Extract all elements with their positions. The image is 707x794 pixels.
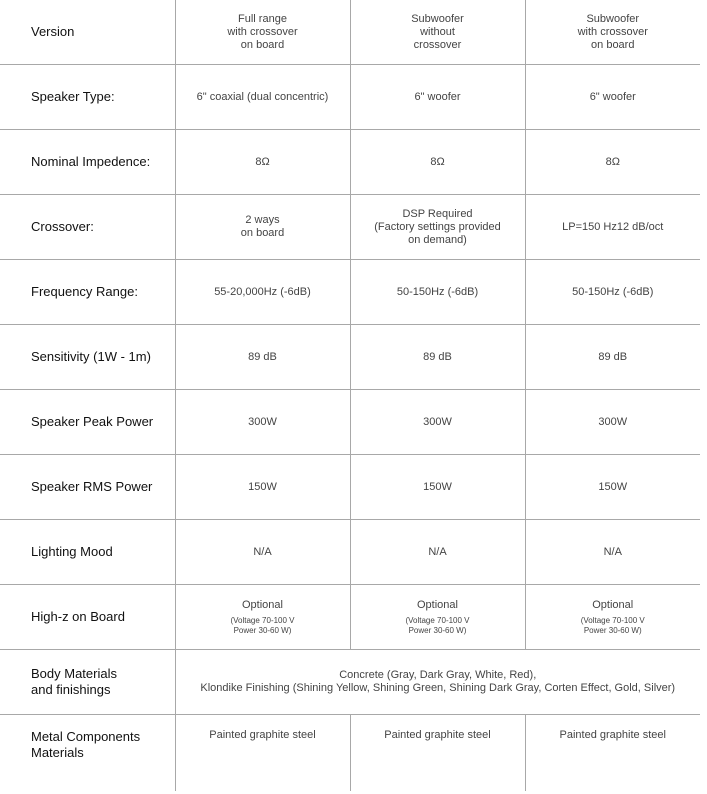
version-header: Subwoofer without crossover — [349, 0, 526, 65]
cell-value: 8Ω — [605, 155, 620, 168]
cell-value: Optional — [417, 598, 458, 611]
cell-value: 150W — [598, 480, 628, 493]
table-row: Body Materials and finishings Concrete (G… — [0, 649, 700, 715]
cell-note: (Voltage 70-100 V Power 30-60 W) — [405, 615, 470, 635]
table-row: Lighting Mood N/A N/A N/A — [0, 519, 700, 585]
value-cell: DSP Required (Factory settings provided … — [349, 194, 526, 260]
value-cell: LP=150 Hz12 dB/oct — [524, 194, 700, 260]
cell-value: 55-20,000Hz (-6dB) — [214, 285, 311, 298]
cell-value: 8Ω — [255, 155, 270, 168]
value-cell: 150W — [524, 454, 700, 520]
value-cell: Optional (Voltage 70-100 V Power 30-60 W) — [174, 584, 351, 650]
value-cell: 8Ω — [349, 129, 526, 195]
cell-value: 300W — [423, 415, 452, 428]
table-row: Crossover: 2 ways on board DSP Required (F… — [0, 194, 700, 260]
table-row: Speaker RMS Power 150W 150W 150W — [0, 454, 700, 520]
value-cell: 50-150Hz (-6dB) — [349, 259, 526, 325]
cell-note: (Voltage 70-100 V Power 30-60 W) — [230, 615, 295, 635]
row-label: Crossover: — [0, 194, 176, 260]
value-cell: 6" coaxial (dual concentric) — [174, 64, 351, 130]
cell-value: Painted graphite steel — [209, 729, 316, 741]
table-row: Speaker Type: 6" coaxial (dual concentric… — [0, 64, 700, 130]
cell-value: 89 dB — [248, 350, 277, 363]
cell-value: Painted graphite steel — [384, 729, 491, 741]
value-cell: 300W — [174, 389, 351, 455]
row-label: Speaker RMS Power — [0, 454, 176, 520]
value-cell: Painted graphite steel — [349, 714, 526, 791]
cell-note: (Voltage 70-100 V Power 30-60 W) — [580, 615, 645, 635]
table-row: Speaker Peak Power 300W 300W 300W — [0, 389, 700, 455]
value-cell: N/A — [524, 519, 700, 585]
value-cell: 89 dB — [524, 324, 700, 390]
cell-value: 50-150Hz (-6dB) — [572, 285, 654, 298]
cell-value: 50-150Hz (-6dB) — [396, 285, 479, 298]
row-label: Version — [0, 0, 176, 65]
value-cell: N/A — [349, 519, 526, 585]
row-label: Sensitivity (1W - 1m) — [0, 324, 176, 390]
table-row: Frequency Range: 55-20,000Hz (-6dB) 50-150… — [0, 259, 700, 325]
cell-value: 8Ω — [430, 155, 445, 168]
row-label: Speaker Type: — [0, 64, 176, 130]
cell-value: 300W — [248, 415, 277, 428]
value-cell: 150W — [349, 454, 526, 520]
row-label: Body Materials and finishings — [0, 649, 176, 715]
cell-value: 6" woofer — [414, 90, 461, 103]
value-cell: 6" woofer — [524, 64, 700, 130]
cell-value: N/A — [603, 545, 622, 558]
cell-value: 6" coaxial (dual concentric) — [196, 90, 329, 103]
value-cell: 8Ω — [174, 129, 351, 195]
table-row: Version Full range with crossover on boar… — [0, 0, 700, 65]
table-row: High-z on Board Optional (Voltage 70-100 V… — [0, 584, 700, 650]
cell-value: Optional — [242, 598, 283, 611]
row-label: Nominal Impedence: — [0, 129, 176, 195]
value-cell: 55-20,000Hz (-6dB) — [174, 259, 351, 325]
cell-value: 89 dB — [423, 350, 452, 363]
cell-value: 300W — [598, 415, 628, 428]
value-cell: 6" woofer — [349, 64, 526, 130]
row-label: Speaker Peak Power — [0, 389, 176, 455]
cell-value: Optional — [592, 598, 634, 611]
cell-value: N/A — [428, 545, 447, 558]
value-cell: 150W — [174, 454, 351, 520]
cell-value: 2 ways on board — [240, 214, 285, 239]
cell-value: 6" woofer — [589, 90, 636, 103]
value-cell: 50-150Hz (-6dB) — [524, 259, 700, 325]
table-row: Metal Components Materials Painted graphi… — [0, 714, 700, 791]
table-row: Sensitivity (1W - 1m) 89 dB 89 dB 89 dB — [0, 324, 700, 390]
cell-value: 150W — [248, 480, 277, 493]
value-cell: Optional (Voltage 70-100 V Power 30-60 W) — [349, 584, 526, 650]
row-label: Lighting Mood — [0, 519, 176, 585]
value-cell: 8Ω — [524, 129, 700, 195]
row-label: Frequency Range: — [0, 259, 176, 325]
cell-value: LP=150 Hz12 dB/oct — [562, 220, 664, 233]
row-label: Metal Components Materials — [0, 714, 176, 791]
cell-value: 89 dB — [598, 350, 628, 363]
value-cell: Painted graphite steel — [174, 714, 351, 791]
cell-value: Painted graphite steel — [559, 729, 666, 741]
cell-value: DSP Required (Factory settings provided … — [374, 207, 501, 246]
cell-value: N/A — [253, 545, 272, 558]
cell-value: 150W — [423, 480, 452, 493]
merged-cell: Concrete (Gray, Dark Gray, White, Red), … — [174, 649, 700, 715]
value-cell: 89 dB — [174, 324, 351, 390]
value-cell: 300W — [524, 389, 700, 455]
table-row: Nominal Impedence: 8Ω 8Ω 8Ω — [0, 129, 700, 195]
value-cell: Painted graphite steel — [524, 714, 700, 791]
value-cell: 300W — [349, 389, 526, 455]
value-cell: 2 ways on board — [174, 194, 351, 260]
version-header: Full range with crossover on board — [174, 0, 351, 65]
row-label: High-z on Board — [0, 584, 176, 650]
version-header: Subwoofer with crossover on board — [524, 0, 700, 65]
value-cell: N/A — [174, 519, 351, 585]
value-cell: Optional (Voltage 70-100 V Power 30-60 W) — [524, 584, 700, 650]
value-cell: 89 dB — [349, 324, 526, 390]
